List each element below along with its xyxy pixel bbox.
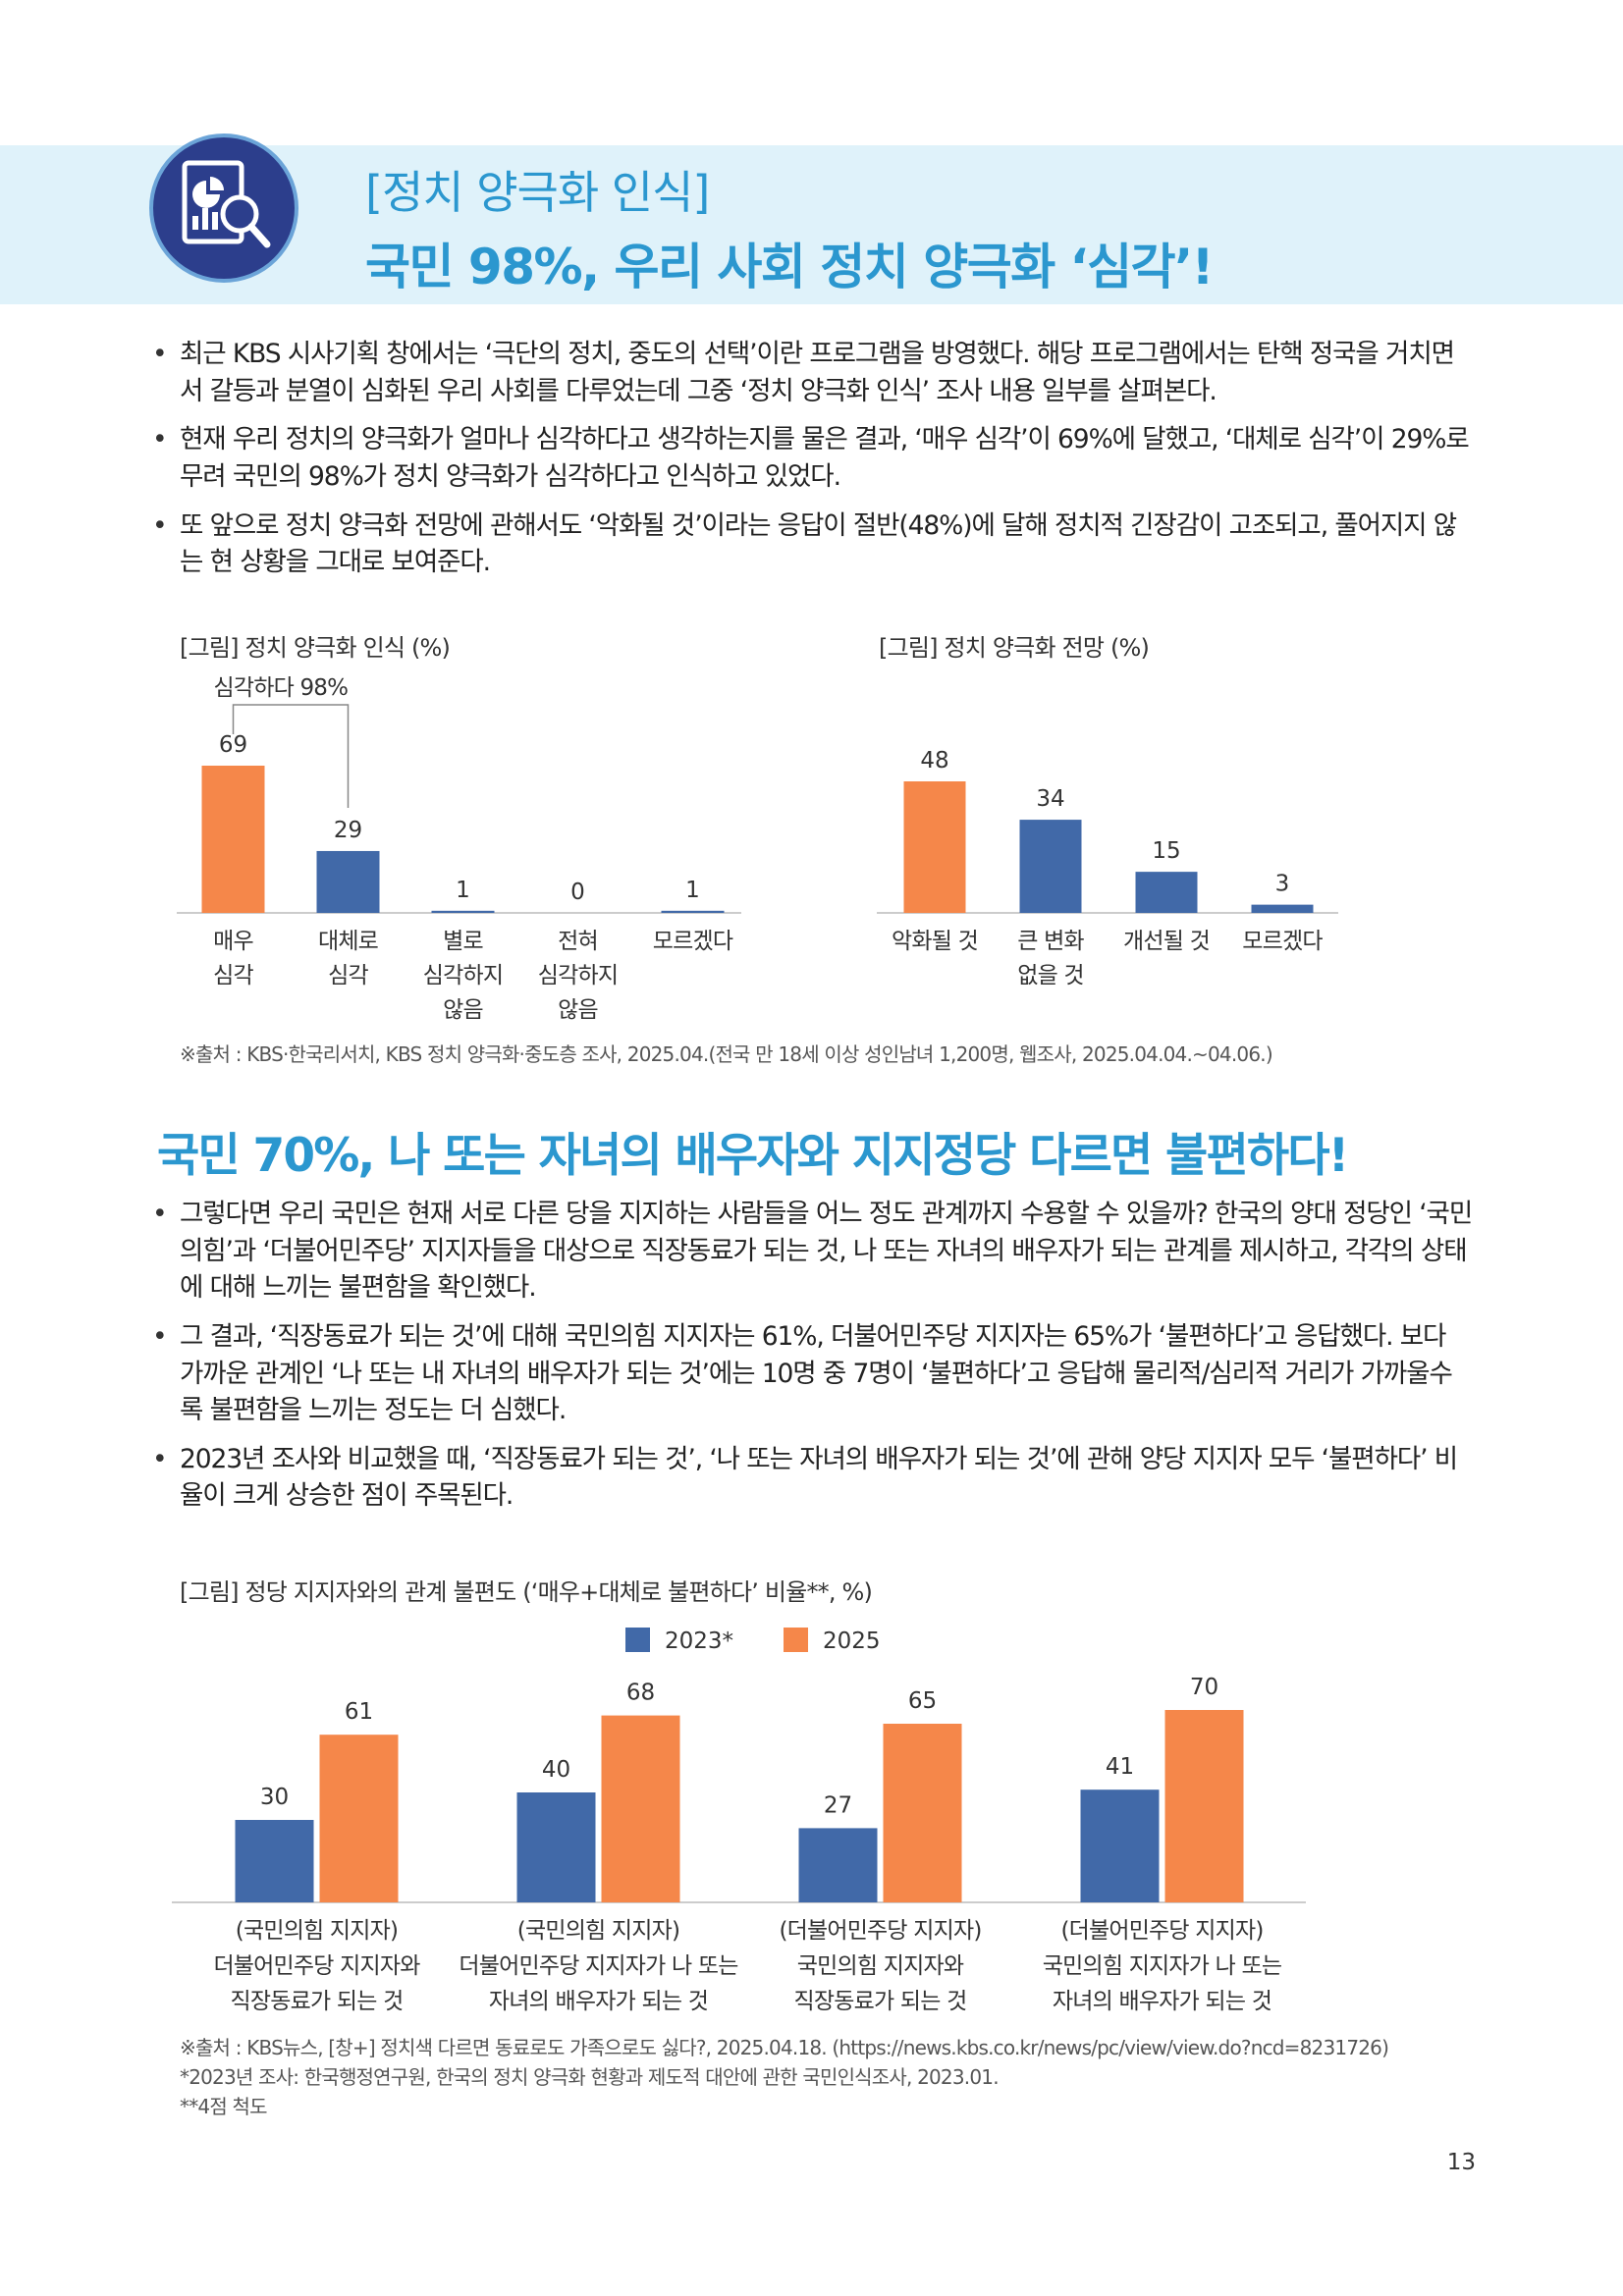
- chart-polarization-perception: 69 매우 심각 29 대체로 심각 1 별로 심각하지 않음 0 전혀 심각하지 않음 1 모르겠다 심각하다…: [177, 675, 741, 1023]
- chart2-bar: [1135, 872, 1198, 913]
- chart3-bar: [1080, 1789, 1160, 1902]
- chart3-caption: [그림] 정당 지지자와의 관계 불편도 (‘매우+대체로 불편하다’ 비율**…: [180, 1578, 873, 1606]
- chart1-category-label: 매우 심각: [213, 929, 253, 988]
- chart3-bar: [516, 1792, 596, 1902]
- chart-polarization-outlook: 48 악화될 것 34 큰 변화 없을 것 15 개선될 것 3 모르겠다: [877, 748, 1338, 988]
- chart3-legend-label: 2025: [823, 1629, 881, 1654]
- chart3-bar: [235, 1820, 314, 1902]
- chart1-bar: [431, 910, 495, 913]
- chart3-bar: [1164, 1710, 1244, 1902]
- section2-bullets: 그렇다면 우리 국민은 현재 서로 다른 당을 지지하는 사람들을 어느 정도 …: [152, 1196, 1473, 1526]
- chart3-bar: [798, 1828, 878, 1902]
- chart1-value-label: 29: [334, 818, 362, 843]
- chart1-category-label: 대체로 심각: [318, 929, 378, 988]
- chart3-value-label: 40: [542, 1757, 570, 1783]
- chart1-bar: [316, 850, 380, 913]
- chart3-value-label: 65: [908, 1688, 937, 1714]
- chart1-bar: [201, 766, 265, 913]
- chart3-category-label: (국민의힘 지지자) 더불어민주당 지지자와 직장동료가 되는 것: [213, 1918, 420, 2014]
- chart1-bar: [661, 910, 725, 913]
- chart2-category-label: 악화될 것: [892, 929, 978, 954]
- chart2-value-label: 34: [1036, 786, 1064, 812]
- page-number: 13: [1446, 2150, 1476, 2175]
- chart1-value-label: 1: [685, 878, 700, 903]
- chart3-value-label: 61: [345, 1699, 373, 1725]
- chart1-category-label: 별로 심각하지 않음: [423, 929, 503, 1023]
- chart1-category-label: 전혀 심각하지 않음: [538, 929, 618, 1023]
- list-item: 현재 우리 정치의 양극화가 얼마나 심각하다고 생각하는지를 물은 결과, ‘…: [152, 421, 1473, 495]
- chart1-caption: [그림] 정치 양극화 인식 (%): [180, 634, 451, 662]
- chart3-legend-label: 2023*: [665, 1629, 733, 1654]
- chart3-value-label: 41: [1106, 1754, 1134, 1780]
- chart3-category-label: (국민의힘 지지자) 더불어민주당 지지자가 나 또는 자녀의 배우자가 되는 것: [459, 1918, 737, 2014]
- section2-source-1: ※출처 : KBS뉴스, [창+] 정치색 다르면 동료로도 가족으로도 싫다?…: [180, 2036, 1389, 2059]
- chart3-bar: [601, 1715, 680, 1902]
- chart2-caption: [그림] 정치 양극화 전망 (%): [879, 634, 1150, 662]
- chart3-value-label: 30: [260, 1785, 289, 1810]
- chart3-category-label: (더불어민주당 지지자) 국민의힘 지지자와 직장동료가 되는 것: [779, 1918, 981, 2014]
- chart1-value-label: 1: [456, 878, 470, 903]
- chart3-value-label: 70: [1190, 1675, 1218, 1700]
- chart2-bar: [1019, 820, 1082, 913]
- header-subtitle: [정치 양극화 인식]: [365, 166, 710, 219]
- chart1-value-label: 69: [219, 732, 247, 758]
- chart2-value-label: 3: [1275, 872, 1290, 897]
- chart2-value-label: 48: [920, 748, 948, 774]
- chart3-bar: [883, 1724, 962, 1902]
- section1-bullets: 최근 KBS 시사기획 창에서는 ‘극단의 정치, 중도의 선택’이란 프로그램…: [152, 336, 1473, 593]
- list-item: 최근 KBS 시사기획 창에서는 ‘극단의 정치, 중도의 선택’이란 프로그램…: [152, 336, 1473, 409]
- chart2-bar: [903, 781, 966, 913]
- list-item: 그 결과, ‘직장동료가 되는 것’에 대해 국민의힘 지지자는 61%, 더불…: [152, 1318, 1473, 1429]
- chart-relationship-discomfort: 2023* 2025 30 61 (국민의힘 지지자) 더불어민주당 지지자와 직장동료가 …: [172, 1628, 1306, 2014]
- chart3-category-label: (더불어민주당 지지자) 국민의힘 지지자가 나 또는 자녀의 배우자가 되는 것: [1043, 1918, 1282, 2014]
- list-item: 그렇다면 우리 국민은 현재 서로 다른 당을 지지하는 사람들을 어느 정도 …: [152, 1196, 1473, 1307]
- chart3-value-label: 68: [626, 1681, 655, 1706]
- chart3-legend-swatch: [625, 1628, 650, 1652]
- chart3-bar: [319, 1735, 399, 1902]
- section2-source-2: *2023년 조사: 한국행정연구원, 한국의 정치 양극화 현황과 제도적 대…: [180, 2065, 1000, 2089]
- chart3-legend-swatch: [784, 1628, 808, 1652]
- chart2-value-label: 15: [1152, 838, 1180, 864]
- chart1-bracket: [232, 704, 350, 808]
- chart1-annotation: 심각하다 98%: [214, 675, 349, 701]
- chart2-category-label: 큰 변화 없을 것: [1017, 929, 1084, 988]
- chart2-bar: [1251, 904, 1314, 913]
- header-title: 국민 98%, 우리 사회 정치 양극화 ‘심각’!: [365, 239, 1214, 295]
- list-item: 2023년 조사와 비교했을 때, ‘직장동료가 되는 것’, ‘나 또는 자녀…: [152, 1441, 1473, 1515]
- chart3-value-label: 27: [824, 1792, 852, 1818]
- chart2-category-label: 개선될 것: [1123, 929, 1210, 954]
- chart1-category-label: 모르겠다: [653, 929, 733, 954]
- chart2-category-label: 모르겠다: [1242, 929, 1323, 954]
- section1-source: ※출처 : KBS·한국리서치, KBS 정치 양극화·중도층 조사, 2025…: [180, 1042, 1273, 1066]
- chart1-value-label: 0: [570, 880, 585, 905]
- section2-title: 국민 70%, 나 또는 자녀의 배우자와 지지정당 다르면 불편하다!: [157, 1129, 1349, 1183]
- list-item: 또 앞으로 정치 양극화 전망에 관해서도 ‘악화될 것’이라는 응답이 절반(…: [152, 507, 1473, 581]
- section2-source-3: **4점 척도: [180, 2095, 267, 2118]
- report-analysis-icon: [149, 133, 298, 283]
